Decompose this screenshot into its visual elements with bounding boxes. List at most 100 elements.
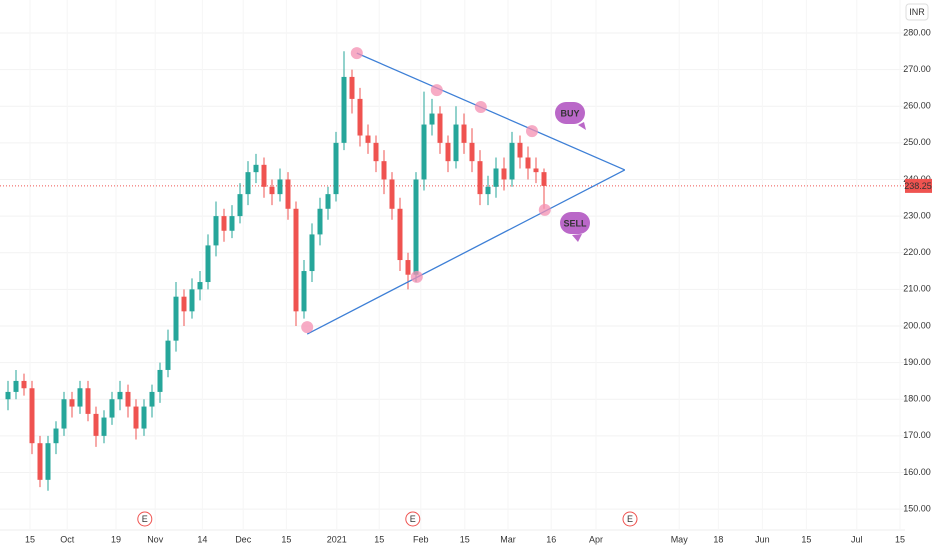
candle-body bbox=[269, 186, 275, 195]
x-tick-label: Apr bbox=[589, 534, 603, 544]
touch-point bbox=[474, 100, 487, 113]
candle-body bbox=[189, 289, 195, 312]
y-tick-label: 190.00 bbox=[903, 357, 931, 367]
y-tick-label: 270.00 bbox=[903, 64, 931, 74]
candle-body bbox=[13, 380, 19, 392]
candle-body bbox=[453, 124, 459, 162]
candle-body bbox=[181, 296, 187, 312]
candle-body bbox=[501, 168, 507, 180]
trendline bbox=[356, 52, 626, 171]
candle-body bbox=[53, 428, 59, 444]
event-label: E bbox=[410, 514, 416, 524]
candle-body bbox=[541, 172, 547, 186]
x-tick-label: 15 bbox=[374, 534, 384, 544]
event-label: E bbox=[142, 514, 148, 524]
candle-body bbox=[29, 388, 35, 444]
touch-point bbox=[410, 270, 423, 283]
x-tick-label: 15 bbox=[25, 534, 35, 544]
price-axis-bg bbox=[905, 0, 932, 550]
grid bbox=[0, 32, 905, 510]
x-tick-label: 15 bbox=[281, 534, 291, 544]
candle-body bbox=[413, 179, 419, 275]
x-tick-label: May bbox=[671, 534, 689, 544]
candle-body bbox=[309, 234, 315, 272]
touch-point bbox=[538, 203, 551, 216]
x-tick-label: 15 bbox=[801, 534, 811, 544]
candle-body bbox=[221, 216, 227, 231]
candle-body bbox=[133, 406, 139, 429]
x-tick-label: Jun bbox=[755, 534, 770, 544]
event-label: E bbox=[627, 514, 633, 524]
annotation: BUY bbox=[560, 108, 579, 118]
y-tick-label: 260.00 bbox=[903, 101, 931, 111]
candle-body bbox=[117, 391, 123, 400]
candle-body bbox=[205, 245, 211, 283]
x-tick-label: 15 bbox=[460, 534, 470, 544]
candle-body bbox=[461, 124, 467, 143]
candle-body bbox=[397, 208, 403, 261]
candle-body bbox=[485, 186, 491, 195]
candle-body bbox=[197, 282, 203, 290]
candle-body bbox=[317, 208, 323, 235]
candle-body bbox=[61, 399, 67, 429]
y-tick-label: 170.00 bbox=[903, 430, 931, 440]
candle-body bbox=[389, 179, 395, 209]
event-marker bbox=[137, 511, 153, 527]
candle-body bbox=[525, 157, 531, 169]
y-tick-label: 220.00 bbox=[903, 247, 931, 257]
x-tick-label: Dec bbox=[235, 534, 252, 544]
candle-body bbox=[421, 124, 427, 180]
candle-body bbox=[333, 142, 339, 195]
y-tick-label: 200.00 bbox=[903, 320, 931, 330]
y-tick-label: 160.00 bbox=[903, 467, 931, 477]
x-tick-label: 14 bbox=[197, 534, 207, 544]
x-tick-label: 18 bbox=[713, 534, 723, 544]
bubble-tail bbox=[572, 234, 582, 242]
candle-body bbox=[125, 391, 131, 407]
candle-body bbox=[21, 380, 27, 389]
x-tick-label: 2021 bbox=[327, 534, 347, 544]
candle-body bbox=[493, 168, 499, 187]
candle-body bbox=[365, 135, 371, 143]
touch-point bbox=[430, 84, 443, 97]
candle-body bbox=[373, 142, 379, 162]
event-marker bbox=[405, 511, 421, 527]
candle-body bbox=[85, 388, 91, 414]
candle-body bbox=[157, 369, 163, 392]
candle-body bbox=[141, 406, 147, 429]
candle-body bbox=[357, 98, 363, 136]
candle-body bbox=[253, 164, 259, 173]
candle-body bbox=[285, 179, 291, 209]
touch-point bbox=[350, 47, 363, 60]
x-tick-label: Jul bbox=[851, 534, 863, 544]
candle-body bbox=[509, 142, 515, 180]
event-marker bbox=[622, 511, 638, 527]
candle-body bbox=[445, 142, 451, 162]
candle-body bbox=[301, 271, 307, 312]
x-tick-label: Oct bbox=[60, 534, 75, 544]
last-price-box bbox=[905, 178, 932, 193]
candle-body bbox=[93, 413, 99, 436]
trendline bbox=[306, 169, 626, 335]
candle-body bbox=[149, 391, 155, 407]
candle-body bbox=[69, 399, 75, 407]
candle-body bbox=[325, 194, 331, 209]
x-tick-label: 16 bbox=[546, 534, 556, 544]
candle-body bbox=[109, 399, 115, 418]
candle-body bbox=[245, 172, 251, 195]
currency-box[interactable] bbox=[905, 3, 929, 21]
touch-point bbox=[526, 125, 538, 138]
candle-body bbox=[517, 142, 523, 158]
candle-body bbox=[37, 443, 43, 480]
candle-body bbox=[469, 142, 475, 162]
y-tick-label: 240.00 bbox=[903, 174, 931, 184]
annotation: SELL bbox=[563, 218, 587, 228]
candle-body bbox=[477, 161, 483, 195]
y-tick-label: 210.00 bbox=[903, 284, 931, 294]
y-tick-label: 150.00 bbox=[903, 503, 931, 513]
candle-body bbox=[405, 260, 411, 275]
y-tick-label: 230.00 bbox=[903, 210, 931, 220]
touch-point bbox=[301, 321, 314, 334]
y-tick-label: 250.00 bbox=[903, 137, 931, 147]
